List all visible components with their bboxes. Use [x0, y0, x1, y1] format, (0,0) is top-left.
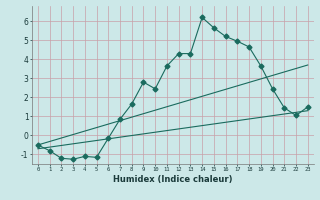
X-axis label: Humidex (Indice chaleur): Humidex (Indice chaleur) [113, 175, 233, 184]
